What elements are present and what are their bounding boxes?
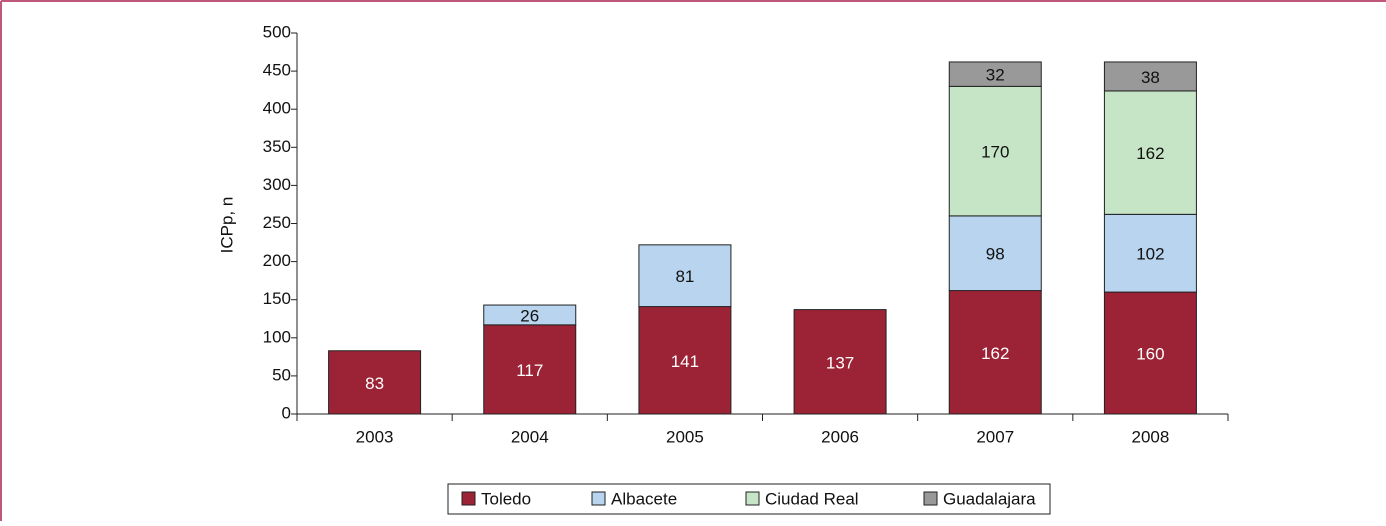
value-label: 38 (1141, 68, 1160, 87)
x-tick-label: 2005 (666, 427, 704, 446)
x-tick-label: 2006 (821, 427, 859, 446)
value-label: 102 (1136, 245, 1164, 264)
legend-label: Toledo (481, 489, 531, 508)
legend-label: Ciudad Real (765, 489, 859, 508)
value-label: 117 (516, 361, 543, 380)
bar-segment (948, 85, 1042, 217)
value-label: 32 (986, 66, 1005, 85)
y-tick-label: 450 (263, 61, 291, 80)
legend-label: Albacete (611, 489, 677, 508)
y-axis-label: ICPp, n (217, 197, 236, 254)
value-label: 98 (986, 245, 1005, 264)
value-label: 81 (675, 267, 694, 286)
bar-segment (483, 324, 577, 415)
bar-segment (793, 309, 887, 415)
value-label: 26 (520, 306, 539, 325)
y-tick-label: 300 (263, 175, 291, 194)
x-tick-label: 2008 (1132, 427, 1170, 446)
bar-segment (948, 215, 1042, 292)
y-tick-label: 500 (263, 22, 291, 41)
x-tick-label: 2007 (976, 427, 1014, 446)
x-tick-label: 2003 (356, 427, 394, 446)
legend-box (447, 483, 1051, 515)
y-tick-label: 250 (263, 213, 291, 232)
bar-segment (1103, 90, 1197, 215)
value-label: 160 (1136, 345, 1164, 364)
legend-label: Guadalajara (943, 489, 1036, 508)
bar-segment (638, 306, 732, 415)
x-tick-label: 2004 (511, 427, 549, 446)
legend-swatch (591, 491, 606, 506)
bar-segment (328, 350, 422, 415)
legend-swatch (461, 491, 476, 506)
value-label: 162 (1136, 144, 1164, 163)
value-label: 137 (826, 353, 854, 372)
bar-segment (948, 61, 1042, 87)
bar-segment (483, 304, 577, 326)
bar-segment (1103, 291, 1197, 415)
y-tick-label: 150 (263, 289, 291, 308)
y-tick-label: 350 (263, 137, 291, 156)
value-label: 141 (671, 352, 699, 371)
y-tick-label: 100 (263, 327, 291, 346)
value-label: 162 (981, 344, 1009, 363)
value-label: 170 (981, 143, 1009, 162)
bar-segment (1103, 61, 1197, 92)
y-tick-label: 200 (263, 251, 291, 270)
y-tick-label: 0 (282, 403, 291, 422)
bar-segment (1103, 213, 1197, 293)
y-tick-label: 400 (263, 99, 291, 118)
y-tick-label: 50 (272, 365, 291, 384)
legend-swatch (745, 491, 760, 506)
value-label: 83 (365, 374, 384, 393)
legend-swatch (923, 491, 938, 506)
bar-segment (638, 244, 732, 308)
